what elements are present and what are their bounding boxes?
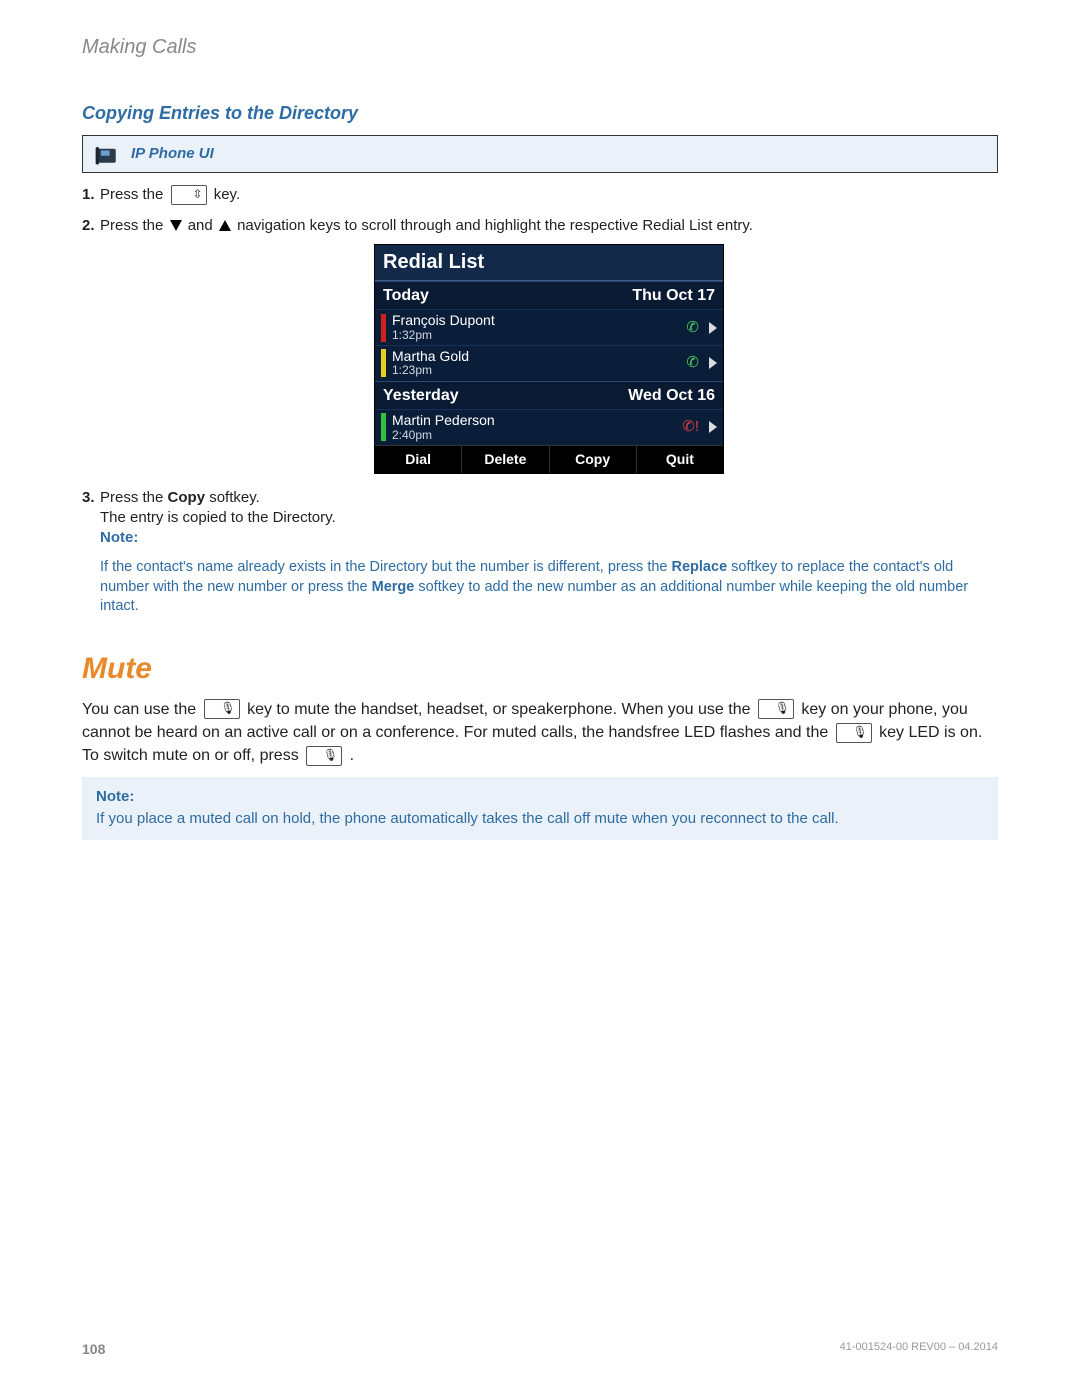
- entry-text: François Dupont1:32pm: [392, 313, 686, 342]
- softkey-copy[interactable]: Copy: [550, 446, 637, 473]
- redial-entry[interactable]: Martin Pederson2:40pm✆!: [375, 409, 723, 445]
- para-text: You can use the: [82, 701, 201, 718]
- step-3: 3. Press the Copy softkey. The entry is …: [100, 488, 998, 549]
- step-2: 2. Press the and navigation keys to scro…: [100, 216, 998, 474]
- section-title-mute: Mute: [82, 649, 998, 690]
- copy-softkey-label: Copy: [168, 489, 206, 506]
- softkey-quit[interactable]: Quit: [637, 446, 723, 473]
- steps-list: 1. Press the ⇳ key. 2. Press the and nav…: [82, 185, 998, 548]
- call-type-icon: ✆: [686, 353, 699, 373]
- note-text: If you place a muted call on hold, the p…: [96, 810, 839, 827]
- step-text: navigation keys to scroll through and hi…: [237, 217, 753, 234]
- para-text: .: [345, 747, 354, 764]
- step-text: The entry is copied to the Directory.: [100, 508, 998, 528]
- entry-text: Martha Gold1:23pm: [392, 349, 686, 378]
- call-type-icon: ✆!: [682, 417, 699, 437]
- entry-text: Martin Pederson2:40pm: [392, 413, 682, 442]
- redial-date-header: TodayThu Oct 17: [375, 281, 723, 310]
- chevron-right-icon: [709, 357, 717, 369]
- note-label: Note:: [96, 787, 984, 807]
- softkey-bar: DialDeleteCopyQuit: [375, 445, 723, 473]
- para-text: key to mute the handset, headset, or spe…: [243, 701, 755, 718]
- note-body: If the contact's name already exists in …: [100, 558, 998, 617]
- mute-key-icon: 🎙︎: [204, 699, 240, 719]
- desk-phone-icon: [93, 140, 121, 168]
- step-number: 1.: [82, 185, 95, 205]
- page-footer: 108 41-001524-00 REV00 – 04.2014: [82, 1340, 998, 1359]
- nav-up-icon: [219, 220, 231, 231]
- mute-paragraph: You can use the 🎙︎ key to mute the hands…: [82, 698, 998, 768]
- note-text: If the contact's name already exists in …: [100, 559, 672, 575]
- mute-key-icon: 🎙︎: [836, 723, 872, 743]
- redial-list-screen: Redial List TodayThu Oct 17François Dupo…: [374, 244, 724, 474]
- step-text: Press the: [100, 489, 168, 506]
- status-bar-icon: [381, 349, 386, 377]
- step-number: 3.: [82, 488, 95, 508]
- step-text: Press the: [100, 186, 163, 203]
- step-number: 2.: [82, 216, 95, 236]
- redial-date-header: YesterdayWed Oct 16: [375, 381, 723, 410]
- mute-note-box: Note: If you place a muted call on hold,…: [82, 777, 998, 840]
- nav-down-icon: [170, 220, 182, 231]
- mute-key-icon: 🎙︎: [758, 699, 794, 719]
- note-label: Note:: [100, 529, 138, 546]
- call-type-icon: ✆: [686, 318, 699, 338]
- redial-entry[interactable]: François Dupont1:32pm✆: [375, 309, 723, 345]
- page-number: 108: [82, 1340, 105, 1359]
- step-text: key.: [214, 186, 240, 203]
- chevron-right-icon: [709, 322, 717, 334]
- mute-key-icon: 🎙︎: [306, 746, 342, 766]
- step-text: and: [188, 217, 213, 234]
- replace-label: Replace: [672, 559, 728, 575]
- redial-title: Redial List: [375, 245, 723, 281]
- merge-label: Merge: [372, 579, 415, 595]
- softkey-delete[interactable]: Delete: [462, 446, 549, 473]
- step-1: 1. Press the ⇳ key.: [100, 185, 998, 205]
- subsection-title: Copying Entries to the Directory: [82, 101, 998, 125]
- phone-screenshot: Redial List TodayThu Oct 17François Dupo…: [100, 244, 998, 474]
- step-text: softkey.: [205, 489, 260, 506]
- softkey-dial[interactable]: Dial: [375, 446, 462, 473]
- chevron-right-icon: [709, 421, 717, 433]
- redial-key-icon: ⇳: [171, 185, 207, 205]
- doc-id: 41-001524-00 REV00 – 04.2014: [840, 1340, 998, 1359]
- page-header: Making Calls: [82, 34, 998, 61]
- status-bar-icon: [381, 314, 386, 342]
- redial-entry[interactable]: Martha Gold1:23pm✆: [375, 345, 723, 381]
- status-bar-icon: [381, 413, 386, 441]
- ip-phone-ui-banner: IP Phone UI: [82, 135, 998, 173]
- banner-label: IP Phone UI: [131, 144, 214, 164]
- step-text: Press the: [100, 217, 163, 234]
